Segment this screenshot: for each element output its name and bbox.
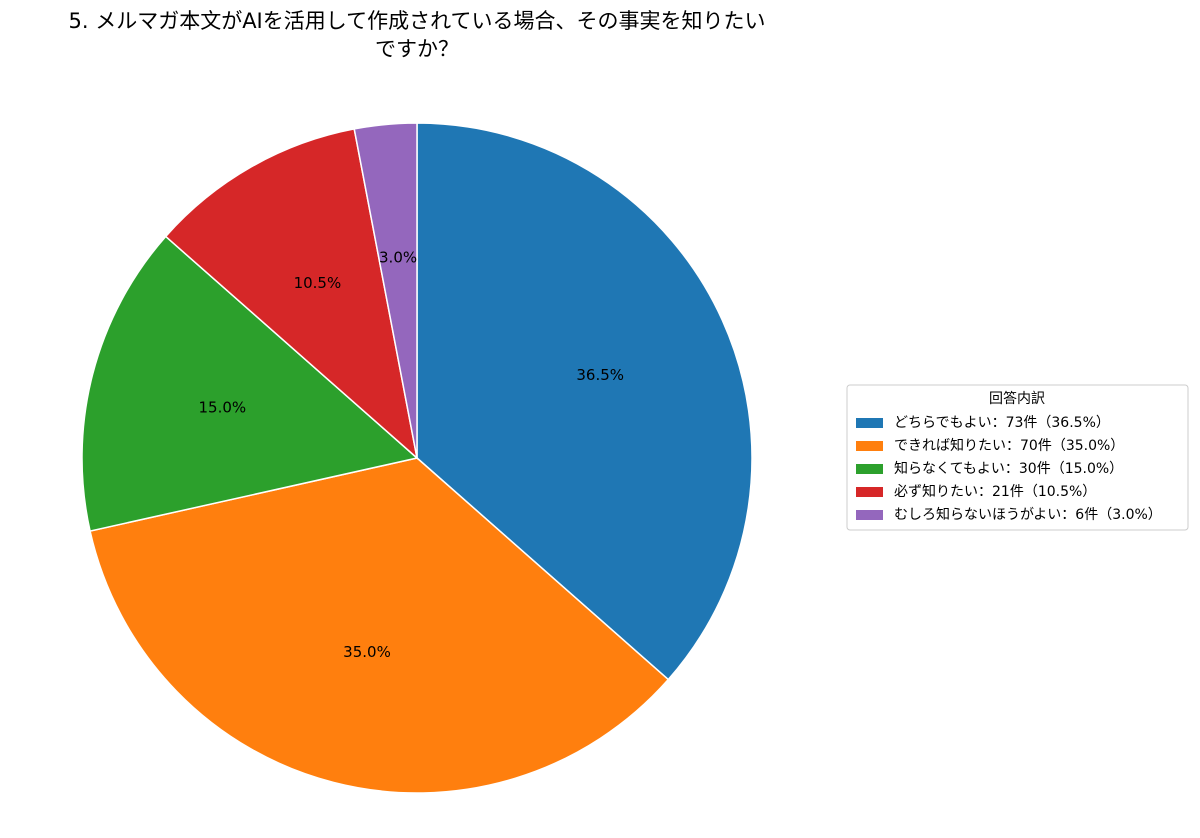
legend-label: 知らなくてもよい：30件（15.0%） [894, 460, 1123, 477]
chart-title: 5. メルマガ本文がAIを活用して作成されている場合、その事実を知りたい [68, 9, 765, 33]
legend-swatch [856, 464, 883, 474]
legend-swatch [856, 510, 883, 520]
legend-swatch [856, 418, 883, 428]
legend-frame [846, 384, 1189, 531]
legend-label: どちらでもよい：73件（36.5%） [894, 415, 1110, 431]
legend-title: 回答内訳 [989, 390, 1045, 407]
pie-slice [89, 457, 670, 794]
pie-slice [416, 122, 753, 681]
legend-label: 必ず知りたい：21件（10.5%） [894, 483, 1096, 500]
slice-label: 3.0% [379, 248, 417, 266]
pie-slice [81, 235, 419, 532]
legend-label: できれば知りたい：70件（35.0%） [894, 437, 1124, 454]
pie-slice [353, 122, 418, 459]
slice-label: 35.0% [343, 643, 391, 661]
legend: 回答内訳 どちらでもよい：73件（36.5%） できれば知りたい：70件（35.0… [846, 384, 1189, 531]
slice-label: 15.0% [198, 399, 246, 417]
pie-slice [164, 128, 419, 461]
chart-title: ですか？ [375, 37, 459, 61]
legend-swatch [856, 487, 883, 497]
legend-swatch [856, 441, 883, 451]
slice-label: 36.5% [576, 366, 624, 384]
legend-label: むしろ知らないほうがよい：6件（3.0%） [894, 506, 1162, 523]
slice-label: 10.5% [294, 274, 342, 292]
pie [81, 122, 753, 794]
